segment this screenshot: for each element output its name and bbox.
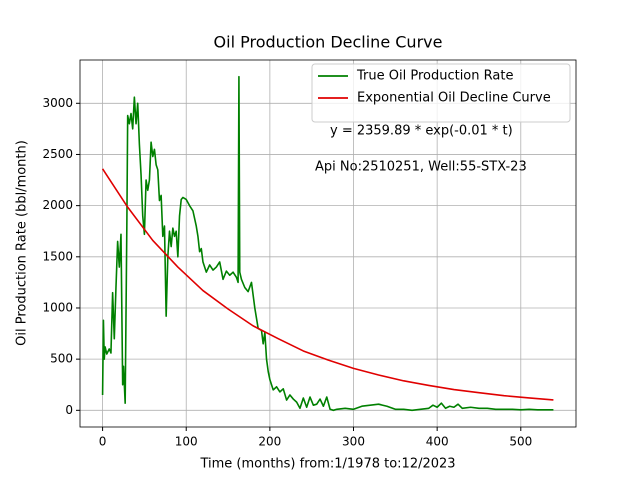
x-tick-label: 200 [258,435,281,449]
x-axis-label: Time (months) from:1/1978 to:12/2023 [199,457,455,472]
y-tick-label: 500 [50,352,73,366]
legend-label: Exponential Oil Decline Curve [357,91,551,106]
y-axis-label: Oil Production Rate (bbl/month) [15,140,30,346]
annotation: y = 2359.89 * exp(-0.01 * t) [330,124,513,139]
chart-title: Oil Production Decline Curve [214,33,443,52]
series-line [101,75,554,412]
y-tick-label: 1000 [42,300,73,314]
legend-box [311,63,571,123]
x-tick-label: 400 [426,435,449,449]
legend-label: True Oil Production Rate [356,69,513,84]
y-tick-label: 0 [65,403,73,417]
x-tick-label: 500 [509,435,532,449]
series-line [101,168,554,401]
y-tick-label: 2000 [42,198,73,212]
y-tick-label: 1500 [42,249,73,263]
y-tick-label: 2500 [42,147,73,161]
plot-frame [79,59,577,428]
x-tick-label: 0 [99,435,107,449]
annotation: Api No:2510251, Well:55-STX-23 [315,160,527,175]
x-tick-label: 100 [175,435,198,449]
y-tick-label: 3000 [42,96,73,110]
x-tick-label: 300 [342,435,365,449]
